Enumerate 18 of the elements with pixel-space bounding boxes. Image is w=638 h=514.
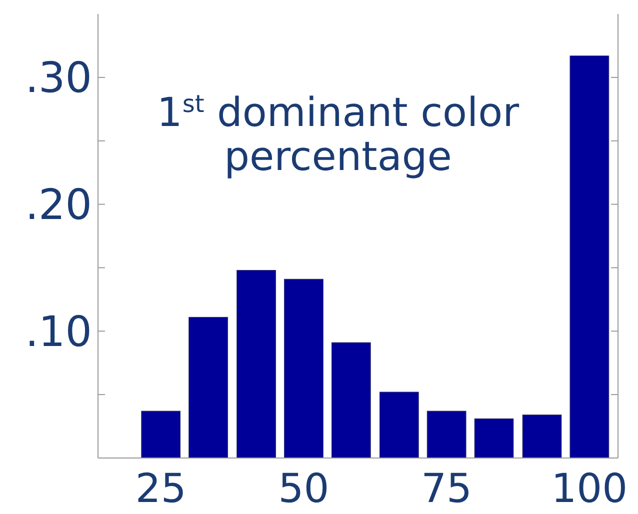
bar	[331, 342, 371, 458]
y-tick-label: .30	[25, 53, 92, 102]
bar	[522, 414, 562, 458]
x-tick-label: 100	[551, 466, 628, 512]
bar	[236, 270, 276, 458]
bar	[379, 392, 419, 458]
bar	[474, 418, 514, 458]
y-tick-label: .10	[25, 306, 92, 356]
y-tick-label: .20	[25, 180, 92, 229]
bar	[141, 410, 181, 458]
x-tick-label: 25	[135, 466, 186, 512]
x-tick-label: 75	[421, 466, 472, 512]
text: 1$^{st}$ dominant color percentage	[156, 90, 520, 180]
bar	[284, 278, 324, 458]
bar	[188, 316, 228, 458]
x-tick-label: 50	[278, 466, 330, 512]
bar	[570, 56, 610, 458]
bar	[426, 410, 466, 458]
